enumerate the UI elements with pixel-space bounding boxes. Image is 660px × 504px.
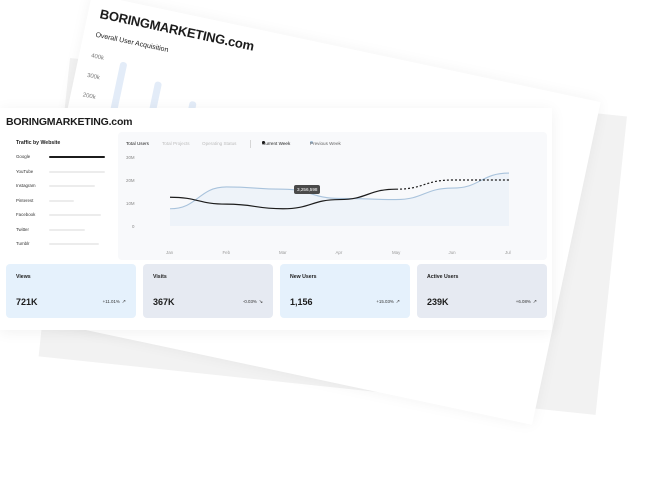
chart-tooltip: 3,256,598 [294, 185, 321, 194]
traffic-bar [49, 214, 101, 216]
stats-row: Views 721K +11.01% ↗ Visits 367K -0.03% ↘ New Us… [6, 264, 547, 320]
x-tick-label: May [392, 250, 401, 255]
legend-dot-icon [310, 141, 313, 144]
traffic-panel-title: Traffic by Website [16, 140, 61, 146]
stat-value: 367K [153, 297, 175, 307]
traffic-site-label: YouTube [16, 168, 34, 174]
traffic-site-label: Instagram [16, 183, 36, 188]
x-tick-label: Jan [166, 250, 174, 255]
x-tick-label: Jul [505, 250, 511, 255]
y-tick-label: 10M [126, 201, 135, 206]
trend-down-icon: ↘ [258, 299, 263, 305]
x-tick-label: Feb [222, 250, 231, 255]
traffic-by-website-panel: Traffic by Website Google YouTube Instagra… [8, 132, 108, 260]
stat-label: Visits [153, 274, 167, 280]
x-tick-label: Mar [279, 250, 287, 255]
tabs-divider [250, 140, 251, 148]
traffic-site-label: Tumblr [16, 241, 30, 246]
back-y-tick: 400k [90, 53, 105, 62]
back-card-title: Overall User Acquisition [94, 31, 169, 55]
y-tick-label: 0 [132, 224, 135, 229]
traffic-site-row[interactable]: Facebook [16, 212, 108, 220]
traffic-site-label: Facebook [16, 212, 36, 217]
stat-label: New Users [290, 274, 317, 280]
traffic-site-row[interactable]: Tumblr [16, 241, 108, 249]
back-y-tick: 200k [82, 92, 97, 101]
tab-total-users[interactable]: Total Users [126, 141, 149, 146]
tab-operating-status[interactable]: Operating Status [202, 141, 237, 146]
y-tick-label: 30M [126, 155, 135, 160]
traffic-bar [49, 156, 105, 158]
line-plot [169, 172, 510, 226]
brand-logo[interactable]: BORINGMARKETING.com [6, 116, 133, 128]
current-week-line [169, 188, 397, 210]
trend-up-icon: ↗ [121, 299, 126, 305]
stat-card[interactable]: New Users 1,156 +15.03% ↗ [280, 264, 410, 318]
traffic-site-row[interactable]: YouTube [16, 169, 108, 177]
x-tick-label: Jun [448, 250, 456, 255]
stat-value: 1,156 [290, 297, 313, 307]
dashboard-card: BORINGMARKETING.com Traffic by Website G… [0, 108, 552, 330]
traffic-site-row[interactable]: Twitter [16, 227, 108, 235]
stat-card[interactable]: Views 721K +11.01% ↗ [6, 264, 136, 318]
tab-total-projects[interactable]: Total Projects [162, 141, 190, 146]
stat-label: Views [16, 274, 31, 280]
traffic-bar [49, 199, 74, 202]
traffic-bar [49, 243, 99, 245]
traffic-bar [49, 185, 95, 187]
trend-up-icon: ↗ [532, 299, 537, 305]
legend-dot-icon [262, 141, 265, 144]
stat-change: +15.03% ↗ [376, 299, 400, 305]
current-week-projection-line [395, 179, 509, 190]
traffic-site-label: Twitter [16, 226, 29, 232]
stat-card[interactable]: Visits 367K -0.03% ↘ [143, 264, 273, 318]
traffic-bar [49, 170, 105, 173]
traffic-bar [49, 228, 85, 231]
previous-week-line [169, 172, 510, 210]
traffic-site-row[interactable]: Instagram [16, 183, 108, 191]
traffic-site-label: Google [16, 154, 31, 159]
x-tick-label: Apr [335, 250, 343, 255]
back-y-tick: 300k [86, 72, 101, 82]
trend-up-icon: ↗ [395, 299, 400, 305]
stat-change: +6.08% ↗ [515, 299, 537, 305]
traffic-site-label: Pinterest [16, 197, 34, 203]
total-users-chart: Total Users Total Projects Operating Sta… [118, 132, 547, 260]
stat-value: 239K [427, 297, 449, 307]
traffic-site-row[interactable]: Pinterest [16, 198, 108, 206]
traffic-site-row[interactable]: Google [16, 154, 108, 162]
stat-change: -0.03% ↘ [242, 299, 263, 305]
stat-card[interactable]: Active Users 239K +6.08% ↗ [417, 264, 547, 318]
stat-value: 721K [16, 297, 38, 307]
stat-label: Active Users [427, 274, 459, 280]
back-logo: BORINGMARKETING.com [98, 6, 256, 54]
y-tick-label: 20M [126, 178, 135, 183]
stat-change: +11.01% ↗ [102, 299, 126, 305]
